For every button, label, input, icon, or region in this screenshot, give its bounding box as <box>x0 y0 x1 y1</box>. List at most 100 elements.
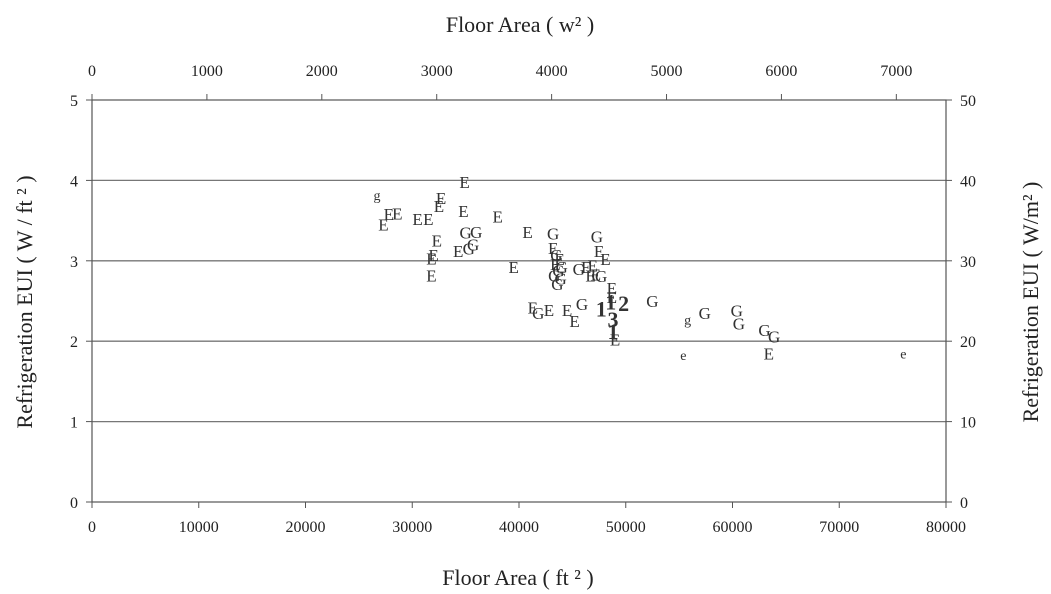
x-tick-label-top: 6000 <box>765 63 797 80</box>
x-tick-label-top: 7000 <box>880 63 912 80</box>
data-point: E <box>428 246 438 265</box>
x-tick-label-top: 4000 <box>536 63 568 80</box>
y-tick-label-right: 30 <box>960 254 976 271</box>
x-tick-label-bottom: 50000 <box>606 519 646 536</box>
x-tick-label-top: 0 <box>88 63 96 80</box>
data-point: G <box>646 292 658 311</box>
y-tick-label-left: 1 <box>70 415 78 432</box>
x-tick-label-bottom: 30000 <box>392 519 432 536</box>
data-point: G <box>576 295 588 314</box>
data-point: E <box>392 204 402 223</box>
data-point: E <box>426 249 436 268</box>
data-point: G <box>758 321 770 340</box>
axis-ticks <box>86 94 952 508</box>
data-point: E <box>384 205 394 224</box>
x-tick-label-bottom: 80000 <box>926 519 966 536</box>
data-point: G <box>550 246 562 265</box>
data-point: G <box>768 327 780 346</box>
x-axis-title-bottom: Floor Area ( ft ² ) <box>442 565 593 590</box>
data-point: e <box>680 349 686 364</box>
data-point: E <box>587 257 597 276</box>
data-point: G <box>552 261 564 280</box>
x-tick-label-top: 1000 <box>191 63 223 80</box>
data-point: E <box>554 250 564 269</box>
data-point: G <box>459 224 471 243</box>
y-tick-label-right: 10 <box>960 415 976 432</box>
data-point: E <box>548 239 558 258</box>
data-point: E <box>378 216 388 235</box>
x-tick-label-bottom: 20000 <box>286 519 326 536</box>
data-point: G <box>547 224 559 243</box>
data-point: E <box>426 266 436 285</box>
data-point: E <box>492 208 502 227</box>
data-point: g <box>374 189 381 204</box>
data-point: E <box>562 301 572 320</box>
data-point: E <box>581 258 591 277</box>
data-point: 1 <box>607 319 618 344</box>
data-point: E <box>569 312 579 331</box>
data-point: E <box>544 301 554 320</box>
y-tick-label-right: 20 <box>960 334 976 351</box>
data-point: E <box>607 288 617 307</box>
x-tick-label-top: 2000 <box>306 63 338 80</box>
data-point: G <box>551 275 563 294</box>
data-point: E <box>436 189 446 208</box>
data-point: E <box>591 265 601 284</box>
x-tick-label-bottom: 0 <box>88 519 96 536</box>
y-tick-label-left: 5 <box>70 93 78 110</box>
data-point: e <box>900 347 906 362</box>
y-tick-label-right: 40 <box>960 173 976 190</box>
y-tick-label-right: 0 <box>960 495 968 512</box>
data-point: E <box>528 298 538 317</box>
data-point: G <box>556 258 568 277</box>
data-point: G <box>532 304 544 323</box>
x-tick-label-bottom: 10000 <box>179 519 219 536</box>
data-point: E <box>764 344 774 363</box>
data-point: 1 <box>596 297 607 322</box>
data-point: G <box>595 267 607 286</box>
data-point: G <box>548 266 560 285</box>
x-tick-label-top: 5000 <box>651 63 683 80</box>
x-tick-label-top: 3000 <box>421 63 453 80</box>
y-tick-label-right: 50 <box>960 93 976 110</box>
data-point: E <box>594 242 604 261</box>
data-point: E <box>412 210 422 229</box>
y-tick-label-left: 2 <box>70 334 78 351</box>
x-tick-label-bottom: 40000 <box>499 519 539 536</box>
x-axis-title-top: Floor Area ( w² ) <box>446 12 594 37</box>
data-point: g <box>684 314 691 329</box>
data-point: G <box>554 269 566 288</box>
data-point: E <box>434 197 444 216</box>
y-axis-title-right: Refrigeration EUI ( W/m² ) <box>1018 182 1043 423</box>
plot-frame <box>91 99 947 503</box>
data-point: G <box>573 260 585 279</box>
data-point: E <box>550 255 560 274</box>
data-point: 2 <box>618 291 629 316</box>
data-point: E <box>585 266 595 285</box>
y-tick-label-left: 3 <box>70 254 78 271</box>
data-point: G <box>467 236 479 255</box>
data-point: E <box>508 258 518 277</box>
gridlines <box>92 179 946 423</box>
data-point: G <box>733 315 745 334</box>
y-tick-label-left: 0 <box>70 495 78 512</box>
data-point: G <box>591 228 603 247</box>
data-point: E <box>423 210 433 229</box>
data-point: 3 <box>607 307 618 332</box>
x-tick-label-bottom: 60000 <box>713 519 753 536</box>
data-point: E <box>458 202 468 221</box>
y-axis-title-left: Refrigeration EUI ( W / ft ² ) <box>12 175 37 428</box>
data-point: G <box>731 302 743 321</box>
data-point: E <box>459 173 469 192</box>
data-point: E <box>600 250 610 269</box>
data-point: E <box>610 331 620 350</box>
data-point: G <box>463 240 475 259</box>
data-point: 1 <box>605 289 616 314</box>
data-point: E <box>607 279 617 298</box>
x-tick-label-bottom: 70000 <box>819 519 859 536</box>
data-point: G <box>470 223 482 242</box>
data-point: E <box>522 223 532 242</box>
